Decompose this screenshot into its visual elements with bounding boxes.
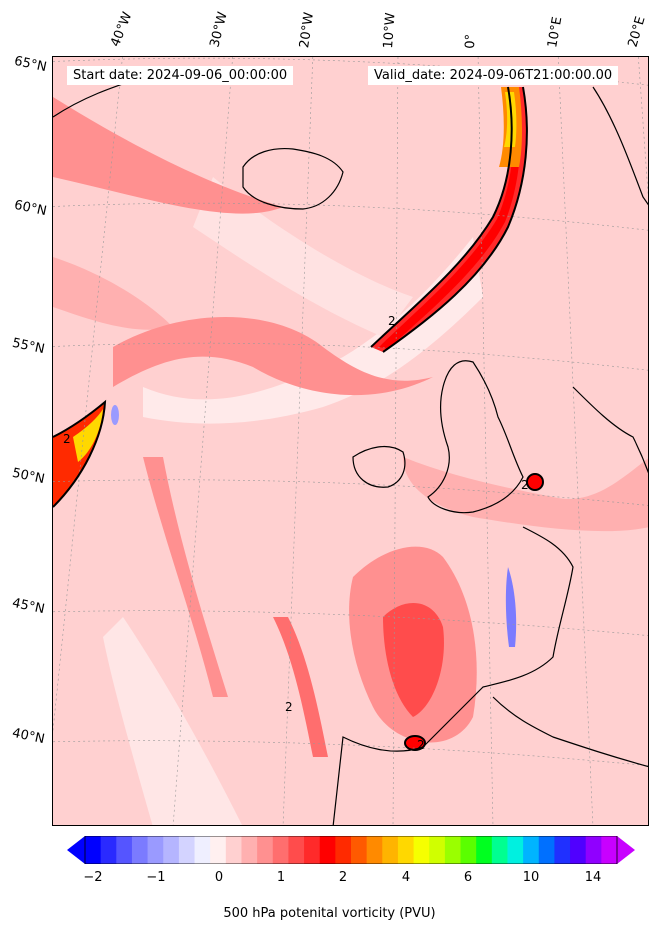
colorbar-cell: [225, 836, 242, 864]
pv-2-contours: [53, 86, 544, 751]
colorbar-tick-0: 0: [214, 870, 224, 885]
colorbar: [67, 836, 635, 864]
pv-max-africa: [405, 736, 425, 750]
colorbar-cell: [585, 836, 602, 864]
colorbar-tick-minus2: −2: [83, 870, 103, 885]
lat-label-55n: 55°N: [10, 335, 46, 358]
lon-label-20w: 20°W: [297, 11, 317, 49]
colorbar-cell: [460, 836, 477, 864]
colorbar-tick-10: 10: [522, 870, 540, 885]
colorbar-outline: [84, 836, 618, 864]
colorbar-cell: [523, 836, 540, 864]
lon-label-10e: 10°E: [545, 15, 566, 49]
colorbar-cell: [163, 836, 180, 864]
map-panel: 2 2 2 2 2: [52, 56, 649, 826]
colorbar-cell: [272, 836, 289, 864]
colorbar-cell: [507, 836, 524, 864]
colorbar-cell: [100, 836, 117, 864]
start-date-label: Start date: 2024-09-06_00:00:00: [67, 66, 294, 85]
colorbar-cell: [601, 836, 618, 864]
britain-coast: [427, 360, 524, 514]
colorbar-tick-minus1: −1: [146, 870, 166, 885]
colorbar-cell: [444, 836, 462, 864]
colorbar-tick-2: 2: [338, 870, 348, 885]
colorbar-cell: [570, 836, 587, 864]
pv-negative-biscay: [505, 567, 517, 647]
colorbar-max-extend: [617, 836, 635, 864]
lat-label-60n: 60°N: [12, 197, 48, 220]
pv-pale-north: [193, 177, 413, 337]
pv-west-core: [73, 409, 103, 462]
france-iberia-coast: [332, 526, 574, 825]
lon-label-20e: 20°E: [625, 14, 649, 49]
colorbar-cell: [429, 836, 446, 864]
colorbar-cell: [491, 836, 508, 864]
colorbar-cell: [116, 836, 133, 864]
colorbar-cell: [257, 836, 274, 864]
colorbar-cell: [85, 836, 102, 864]
colorbar-cell: [131, 836, 149, 864]
denmark-coast: [572, 386, 648, 474]
colorbar-cell: [351, 836, 368, 864]
colorbar-cell: [147, 836, 164, 864]
colorbar-cell: [288, 836, 305, 864]
pv-core-iberia: [383, 603, 444, 717]
lat-label-45n: 45°N: [10, 595, 46, 618]
lat-label-40n: 40°N: [10, 725, 46, 748]
colorbar-cell: [554, 836, 571, 864]
lat-label-50n: 50°N: [10, 465, 46, 488]
lon-label-10w: 10°W: [381, 12, 399, 49]
ireland-coast: [352, 445, 406, 488]
colorbar-cell: [178, 836, 196, 864]
colorbar-title: 500 hPa potenital vorticity (PVU): [223, 906, 436, 921]
pv-band-northwest: [53, 97, 283, 214]
lat-label-65n: 65°N: [12, 53, 48, 76]
colorbar-cell: [382, 836, 399, 864]
africa-coast: [492, 696, 648, 768]
potential-vorticity-map: 2 2 2 2 2: [53, 57, 648, 825]
lon-label-40w: 40°W: [108, 10, 136, 49]
colorbar-cell: [335, 836, 352, 864]
iceland-coast: [242, 147, 344, 210]
colorbar-min-extend: [67, 836, 85, 864]
pv-streak-atlantic: [143, 457, 228, 697]
colorbar-cell: [319, 836, 336, 864]
contour-label-west: 2: [63, 432, 71, 446]
pv-streak-south: [273, 617, 328, 757]
lon-label-0: 0°: [463, 33, 479, 49]
colorbar-cell: [476, 836, 493, 864]
colorbar-cell: [538, 836, 555, 864]
pv-negative-west: [111, 405, 119, 425]
lon-label-30w: 30°W: [207, 10, 231, 49]
contour-label-streamer: 2: [388, 314, 396, 328]
colorbar-cell: [241, 836, 258, 864]
valid-date-label: Valid_date: 2024-09-06T21:00:00.00: [368, 66, 619, 85]
coastlines: [53, 76, 648, 825]
contour-label-channel: 2: [521, 478, 529, 492]
pv-band-atlantic: [113, 317, 433, 396]
colorbar-tick-4: 4: [401, 870, 411, 885]
pv-band-west: [53, 257, 173, 330]
pv-streamer-peak: [504, 92, 517, 147]
graticule: [53, 57, 648, 825]
contour-label-south: 2: [285, 700, 293, 714]
colorbar-tick-1: 1: [276, 870, 286, 885]
colorbar-cell: [397, 836, 415, 864]
colorbar-cell: [210, 836, 227, 864]
colorbar-tick-14: 14: [584, 870, 602, 885]
pv-max-channel: [527, 474, 543, 490]
colorbar-cell: [194, 836, 211, 864]
contour-label-africa: 2: [417, 738, 425, 752]
colorbar-cell: [304, 836, 321, 864]
colorbar-cell: [413, 836, 430, 864]
colorbar-cell: [366, 836, 383, 864]
norway-coast: [592, 86, 648, 206]
colorbar-cells: [85, 836, 618, 864]
pv-pale-south: [103, 617, 242, 825]
colorbar-tick-6: 6: [463, 870, 473, 885]
